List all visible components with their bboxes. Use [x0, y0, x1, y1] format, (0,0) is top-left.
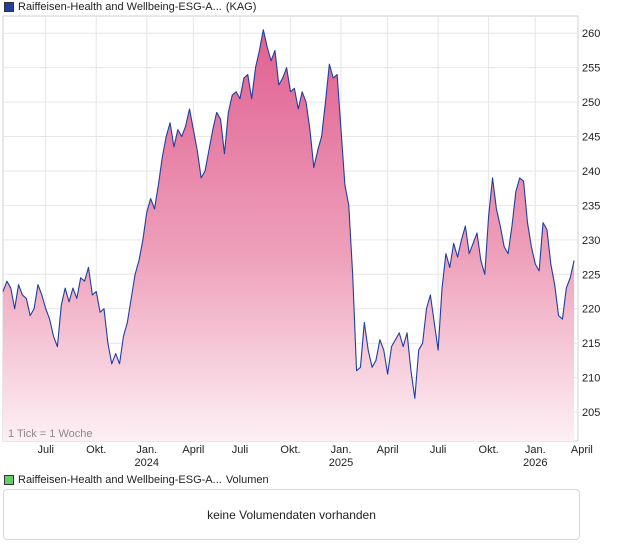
x-year-label: 2025 [329, 457, 353, 469]
tick-note: 1 Tick = 1 Woche [8, 428, 92, 440]
y-tick-label: 250 [582, 97, 600, 109]
volume-panel: keine Volumendaten vorhanden [3, 489, 580, 540]
y-tick-label: 240 [582, 166, 600, 178]
x-tick-label: April [377, 444, 399, 456]
price-chart: 205 210 215 220 225 230 235 240 245 250 255 260 Juli… [2, 15, 600, 469]
x-tick-label: Jan. [136, 444, 157, 456]
volume-empty-message: keine Volumendaten vorhanden [207, 507, 376, 522]
x-tick-label: Jan. [331, 444, 352, 456]
x-tick-label: Juli [430, 444, 447, 456]
volume-legend-suffix: Volumen [225, 474, 269, 486]
volume-legend-swatch [4, 475, 14, 485]
y-tick-label: 215 [582, 338, 600, 350]
x-year-label: 2024 [135, 457, 159, 469]
y-tick-label: 225 [582, 269, 600, 281]
y-tick-label: 235 [582, 200, 600, 212]
x-tick-label: Juli [37, 444, 54, 456]
y-tick-label: 220 [582, 304, 600, 316]
price-legend-name: Raiffeisen-Health and Wellbeing-ESG-A... [18, 1, 222, 13]
x-tick-label: April [182, 444, 204, 456]
y-tick-label: 205 [582, 407, 600, 419]
x-tick-label: Okt. [86, 444, 106, 456]
x-year-label: 2026 [523, 457, 547, 469]
y-tick-label: 245 [582, 132, 600, 144]
price-legend-suffix: (KAG) [225, 1, 257, 13]
price-legend-swatch [4, 2, 14, 12]
x-tick-label: Jan. [525, 444, 546, 456]
y-tick-label: 210 [582, 373, 600, 385]
volume-legend: Raiffeisen-Health and Wellbeing-ESG-A...… [4, 473, 269, 487]
price-legend: Raiffeisen-Health and Wellbeing-ESG-A...… [4, 0, 256, 14]
x-tick-label: Okt. [280, 444, 300, 456]
price-area [3, 29, 575, 441]
volume-legend-name: Raiffeisen-Health and Wellbeing-ESG-A... [18, 474, 222, 486]
x-tick-label: Juli [232, 444, 249, 456]
x-tick-label: April [571, 444, 593, 456]
price-line [2, 29, 575, 399]
x-tick-label: Okt. [479, 444, 499, 456]
y-tick-label: 260 [582, 28, 600, 40]
y-tick-label: 255 [582, 63, 600, 75]
y-tick-label: 230 [582, 235, 600, 247]
